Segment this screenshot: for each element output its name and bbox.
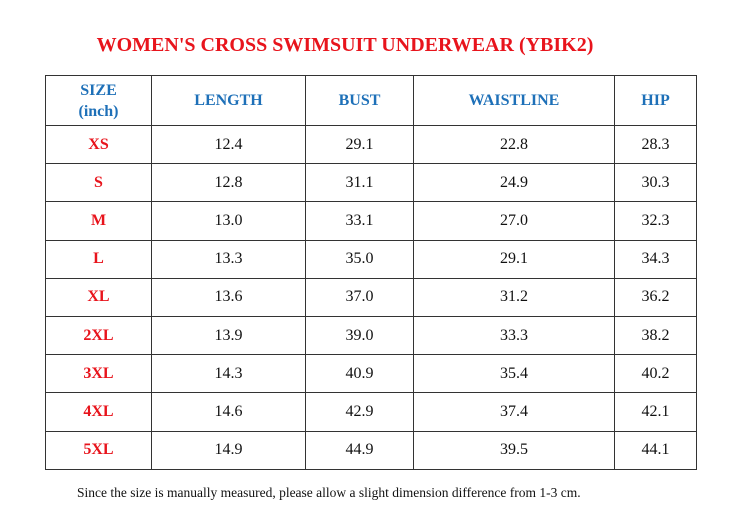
header-line: SIZE xyxy=(80,81,117,99)
size-cell: M xyxy=(45,201,152,241)
value-cell: 35.0 xyxy=(305,239,414,279)
value-cell: 36.2 xyxy=(614,277,697,317)
value-cell: 37.0 xyxy=(305,277,414,317)
value-cell: 44.9 xyxy=(305,430,414,470)
size-cell: 2XL xyxy=(45,315,152,356)
value-cell: 44.1 xyxy=(614,430,697,470)
table-header: SIZE (inch) LENGTH BUST WAISTLINE HIP xyxy=(45,75,697,126)
value-cell: 39.0 xyxy=(305,315,414,356)
value-cell: 39.5 xyxy=(413,430,615,470)
header-line: (inch) xyxy=(78,102,119,120)
value-cell: 28.3 xyxy=(614,124,697,165)
value-cell: 13.6 xyxy=(151,277,306,317)
header-cell: WAISTLINE xyxy=(413,75,615,126)
value-cell: 42.1 xyxy=(614,392,697,432)
table-body: XS 12.4 29.1 22.8 28.3 S 12.8 31.1 24.9 30.3 M 13.0… xyxy=(45,124,697,470)
header-cell: HIP xyxy=(614,75,697,126)
table-row: S 12.8 31.1 24.9 30.3 xyxy=(45,163,697,203)
size-cell: XS xyxy=(45,124,152,165)
value-cell: 27.0 xyxy=(413,201,615,241)
value-cell: 12.4 xyxy=(151,124,306,165)
value-cell: 40.9 xyxy=(305,354,414,394)
table-row: 5XL 14.9 44.9 39.5 44.1 xyxy=(45,430,697,470)
value-cell: 32.3 xyxy=(614,201,697,241)
value-cell: 40.2 xyxy=(614,354,697,394)
value-cell: 31.2 xyxy=(413,277,615,317)
size-table: SIZE (inch) LENGTH BUST WAISTLINE HIP XS 12.4 2… xyxy=(45,75,697,470)
header-cell: BUST xyxy=(305,75,414,126)
value-cell: 29.1 xyxy=(413,239,615,279)
table-row: XL 13.6 37.0 31.2 36.2 xyxy=(45,277,697,317)
note: Since the size is manually measured, ple… xyxy=(77,485,581,500)
value-cell: 22.8 xyxy=(413,124,615,165)
value-cell: 37.4 xyxy=(413,392,615,432)
size-cell: 5XL xyxy=(45,430,152,470)
header-cell: SIZE (inch) xyxy=(45,75,152,126)
value-cell: 42.9 xyxy=(305,392,414,432)
value-cell: 14.6 xyxy=(151,392,306,432)
value-cell: 14.3 xyxy=(151,354,306,394)
table-row: M 13.0 33.1 27.0 32.3 xyxy=(45,201,697,241)
value-cell: 31.1 xyxy=(305,163,414,203)
table-row: XS 12.4 29.1 22.8 28.3 xyxy=(45,124,697,165)
value-cell: 13.0 xyxy=(151,201,306,241)
size-cell: XL xyxy=(45,277,152,317)
value-cell: 34.3 xyxy=(614,239,697,279)
value-cell: 14.9 xyxy=(151,430,306,470)
header-cell: LENGTH xyxy=(151,75,306,126)
table-row: L 13.3 35.0 29.1 34.3 xyxy=(45,239,697,279)
table-row: 4XL 14.6 42.9 37.4 42.1 xyxy=(45,392,697,432)
value-cell: 33.1 xyxy=(305,201,414,241)
size-cell: 3XL xyxy=(45,354,152,394)
value-cell: 33.3 xyxy=(413,315,615,356)
value-cell: 35.4 xyxy=(413,354,615,394)
value-cell: 13.3 xyxy=(151,239,306,279)
header-row: SIZE (inch) LENGTH BUST WAISTLINE HIP xyxy=(45,75,697,126)
size-cell: S xyxy=(45,163,152,203)
value-cell: 30.3 xyxy=(614,163,697,203)
value-cell: 13.9 xyxy=(151,315,306,356)
size-cell: L xyxy=(45,239,152,279)
table-row: 2XL 13.9 39.0 33.3 38.2 xyxy=(45,315,697,356)
title: WOMEN'S CROSS SWIMSUIT UNDERWEAR (YBIK2) xyxy=(96,34,594,56)
value-cell: 24.9 xyxy=(413,163,615,203)
value-cell: 12.8 xyxy=(151,163,306,203)
value-cell: 38.2 xyxy=(614,315,697,356)
size-cell: 4XL xyxy=(45,392,152,432)
table-row: 3XL 14.3 40.9 35.4 40.2 xyxy=(45,354,697,394)
value-cell: 29.1 xyxy=(305,124,414,165)
